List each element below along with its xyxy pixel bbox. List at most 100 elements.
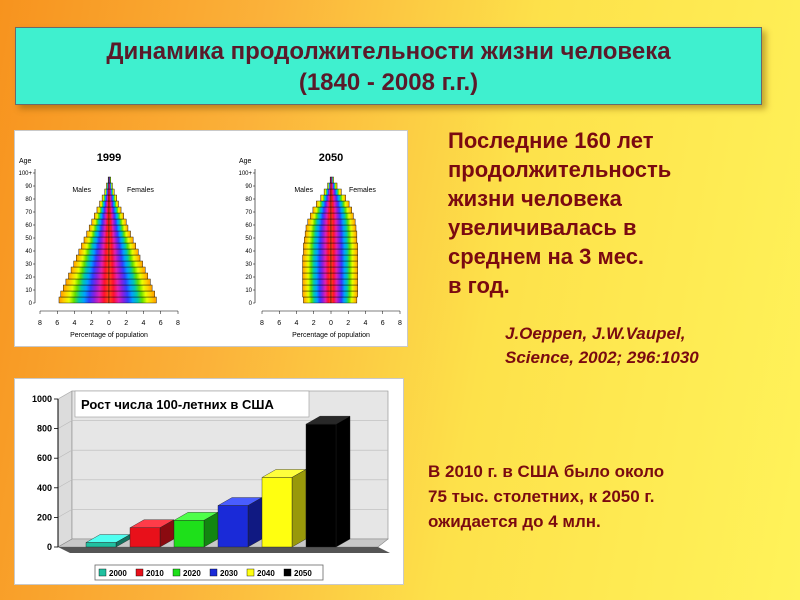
title-line-1: Динамика продолжительности жизни человек… [106, 38, 671, 65]
pyramid-male-bar [302, 260, 332, 268]
pyramid-age-tick: 90 [245, 184, 252, 190]
chart-title: Рост числа 100-летних в США [81, 397, 274, 412]
chart-y-tick-label: 0 [47, 542, 52, 552]
pyramid-female-bar [330, 254, 358, 262]
legend-label: 2010 [146, 569, 164, 578]
pyramid-male-bar [94, 212, 110, 220]
pyramid-male-bar [99, 200, 110, 208]
pyramid-male-bar [303, 248, 332, 256]
pyramid-male-bar [83, 236, 110, 244]
pyramid-female-bar [330, 266, 358, 274]
main-statement: Последние 160 лет продолжительность жизн… [448, 126, 768, 300]
pyramid-male-bar [101, 194, 110, 202]
pyramid-x-tick: 2 [346, 320, 350, 327]
statement-line: среднем на 3 мес. [448, 244, 645, 269]
chart-side-wall [57, 390, 73, 548]
pyramid-x-tick: 6 [55, 320, 59, 327]
pyramid-female-bar [108, 266, 146, 274]
statement-line: жизни человека [448, 186, 622, 211]
bar-2050 [305, 415, 351, 548]
pyramid-female-bar [108, 182, 113, 190]
pyramid-male-bar [78, 248, 110, 256]
pyramid-male-bar [96, 206, 110, 214]
pyramid-title: 1999 [97, 152, 121, 164]
pyramid-male-bar [312, 206, 332, 214]
pyramid-female-bar [108, 230, 131, 238]
bar-2020 [173, 512, 219, 548]
pyramid-male-bar [106, 182, 110, 190]
statement2-line: 75 тыс. столетних, к 2050 г. [428, 487, 655, 506]
chart-title-frame [74, 390, 310, 418]
pyramid-age-tick: 90 [25, 184, 32, 190]
chart-y-tick-label: 600 [37, 453, 52, 463]
pyramid-female-bar [108, 212, 124, 220]
bar-2040 [261, 469, 307, 548]
chart-gridline [57, 420, 388, 429]
pyramid-female-bar [108, 188, 115, 196]
pyramid-males-label: Males [294, 187, 313, 194]
pyramid-female-bar [108, 248, 139, 256]
bar-front [261, 477, 293, 548]
pyramid-age-tick: 80 [25, 197, 32, 203]
pyramid-male-bar [302, 266, 332, 274]
chart-floor-edge [58, 547, 390, 553]
pyramid-x-tick: 8 [176, 320, 180, 327]
pyramid-x-tick: 6 [381, 320, 385, 327]
population-pyramid-panel: 1999 Age Males Females 100+ 90 80 70 60 50 40 30 20 1… [14, 130, 408, 347]
pyramid-female-bar [108, 290, 155, 298]
pyramid-x-tick: 4 [73, 320, 77, 327]
pyramid-female-bar [108, 242, 136, 250]
pyramid-female-bar [108, 206, 122, 214]
statement-line: Последние 160 лет [448, 128, 654, 153]
pyramid-male-bar [91, 218, 110, 226]
pyramid-x-tick: 0 [329, 320, 333, 327]
statement2-line: ожидается до 4 млн. [428, 512, 601, 531]
pyramid-female-bar [330, 200, 350, 208]
pyramid-male-bar [58, 296, 110, 304]
bar-2030 [217, 497, 263, 548]
pyramid-female-bar [330, 242, 358, 250]
pyramid-female-bar [330, 278, 358, 286]
legend-swatch [98, 568, 107, 577]
pyramid-male-bar [65, 278, 110, 286]
statement-line: продолжительность [448, 157, 672, 182]
pyramid-female-bar [330, 260, 358, 268]
chart-y-tick-label: 400 [37, 483, 52, 493]
pyramid-female-bar [330, 176, 334, 184]
pyramid-male-bar [310, 212, 332, 220]
bar-front [217, 505, 249, 548]
pyramid-female-bar [330, 206, 352, 214]
pyramid-male-bar [305, 224, 332, 232]
pyramid-age-tick: 10 [245, 288, 252, 294]
pyramid-female-bar [108, 224, 129, 232]
pyramid-male-bar [73, 260, 110, 268]
pyramid-male-bar [304, 230, 332, 238]
pyramid-male-bar [76, 254, 110, 262]
pyramid-female-bar [330, 182, 338, 190]
pyramid-male-bar [303, 296, 332, 304]
pyramid-age-tick: 60 [25, 223, 32, 229]
bar-front [173, 520, 205, 548]
pyramid-female-bar [108, 296, 157, 304]
centenarians-bar-chart: 0 200 400 600 800 1000 Рост числа 100-летних в… [32, 390, 390, 581]
pyramid-x-tick: 8 [38, 320, 42, 327]
title-line-2: (1840 - 2008 г.г.) [298, 69, 479, 96]
citation: J.Oeppen, J.W.Vaupel, Science, 2002; 296… [505, 322, 785, 370]
pyramid-age-tick: 0 [29, 301, 33, 307]
bar-2000 [85, 534, 131, 548]
pyramid-x-tick: 2 [124, 320, 128, 327]
bar-front [85, 542, 117, 548]
pyramid-x-tick: 2 [90, 320, 94, 327]
secondary-statement: В 2010 г. в США было около 75 тыс. столе… [428, 459, 768, 534]
pyramid-age-tick: 100+ [18, 171, 32, 177]
chart-y-tick-label: 800 [37, 424, 52, 434]
pyramid-age-label: Age [19, 158, 32, 165]
legend-label: 2030 [220, 569, 238, 578]
pyramid-male-bar [302, 254, 332, 262]
pyramid-male-bar [302, 278, 332, 286]
pyramid-female-bar [330, 272, 358, 280]
pyramid-age-tick: 40 [245, 249, 252, 255]
pyramid-male-bar [81, 242, 110, 250]
pyramid-male-bar [323, 188, 332, 196]
